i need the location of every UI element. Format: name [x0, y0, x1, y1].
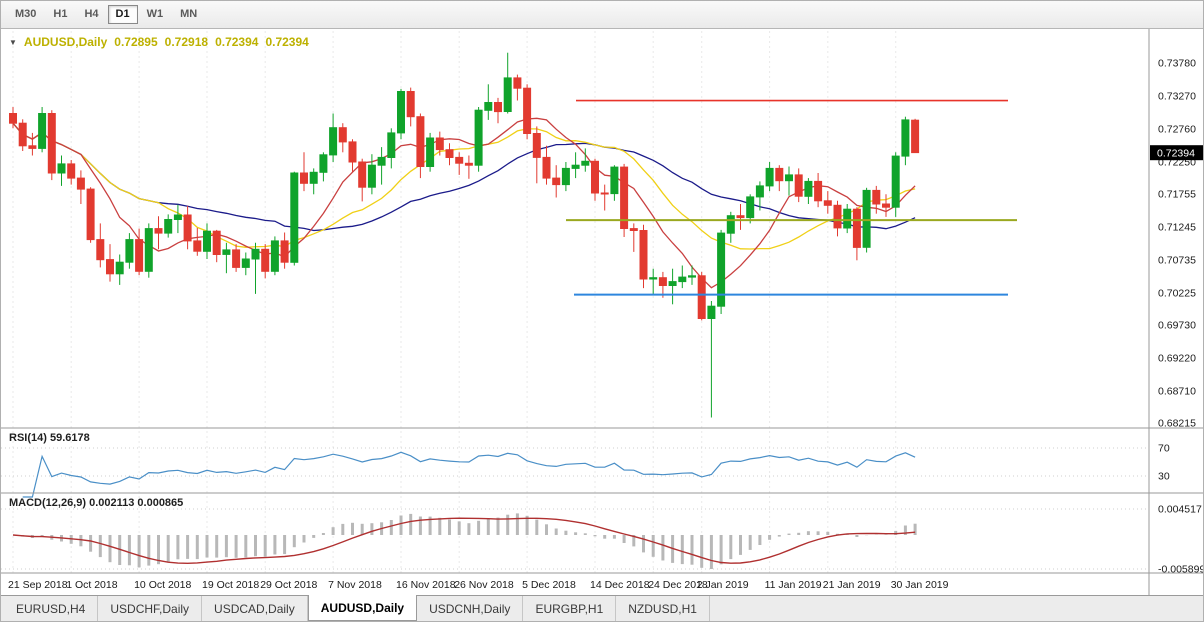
- price-label: 0.71245: [1158, 221, 1196, 233]
- ma-mid-yellow: [12, 122, 916, 250]
- macd-signal-line: [12, 517, 916, 565]
- horizontal-lines: [566, 99, 1017, 296]
- time-label: 10 Oct 2018: [134, 579, 191, 591]
- time-label: 5 Dec 2018: [522, 579, 576, 591]
- tab-usdcnh-daily[interactable]: USDCNH,Daily: [417, 596, 524, 621]
- time-label: 29 Oct 2018: [260, 579, 317, 591]
- macd-scale-label: -0.005899: [1158, 563, 1204, 575]
- price-label: 0.73780: [1158, 58, 1196, 70]
- price-label: 0.70735: [1158, 254, 1196, 266]
- tab-eurgbp-h1[interactable]: EURGBP,H1: [523, 596, 617, 621]
- time-label: 16 Nov 2018: [396, 579, 456, 591]
- moving-averages: [12, 117, 916, 289]
- price-label: 0.73270: [1158, 90, 1196, 102]
- rsi-level-label: 30: [1158, 471, 1170, 483]
- time-label: 19 Oct 2018: [202, 579, 259, 591]
- price-label: 0.68215: [1158, 417, 1196, 429]
- price-label: 0.72760: [1158, 123, 1196, 135]
- chart-tabs-bar: EURUSD,H4 USDCHF,Daily USDCAD,Daily AUDUSD,…: [1, 595, 1203, 621]
- price-label: 0.69220: [1158, 352, 1196, 364]
- timeframe-w1[interactable]: W1: [139, 5, 172, 24]
- rsi-line: [22, 451, 916, 498]
- time-label: 2 Jan 2019: [697, 579, 749, 591]
- timeframe-toolbar: M30 H1 H4 D1 W1 MN: [1, 1, 1203, 29]
- time-label: 24 Dec 2018: [648, 579, 708, 591]
- ma-fast-red: [12, 117, 916, 289]
- timeframe-d1[interactable]: D1: [107, 5, 138, 24]
- ma-slow-blue: [12, 122, 916, 232]
- tab-nzdusd-h1[interactable]: NZDUSD,H1: [616, 596, 710, 621]
- time-label: 30 Jan 2019: [891, 579, 949, 591]
- timeframe-h1[interactable]: H1: [45, 5, 75, 24]
- time-label: 7 Nov 2018: [328, 579, 382, 591]
- timeframe-m30[interactable]: M30: [7, 5, 44, 24]
- tab-audusd-daily[interactable]: AUDUSD,Daily: [307, 595, 418, 621]
- rsi-pane-label: RSI(14) 59.6178: [9, 432, 90, 444]
- current-price-tag: 0.72394: [1150, 145, 1203, 161]
- chart-area: 21 Sep 2018 1 Oct 2018 10 Oct 2018 19 Oct 2…: [1, 29, 1204, 597]
- price-label: 0.71755: [1158, 188, 1196, 200]
- macd-scale-label: 0.004517: [1158, 503, 1202, 515]
- macd-pane-label: MACD(12,26,9) 0.002113 0.000865: [9, 497, 183, 509]
- price-label: 0.69730: [1158, 319, 1196, 331]
- rsi-level-label: 70: [1158, 443, 1170, 455]
- time-label: 26 Nov 2018: [454, 579, 514, 591]
- candlestick-series: [9, 52, 920, 418]
- tab-eurusd-h4[interactable]: EURUSD,H4: [4, 596, 99, 621]
- timeframe-mn[interactable]: MN: [172, 5, 205, 24]
- tab-usdchf-daily[interactable]: USDCHF,Daily: [98, 596, 203, 621]
- indicator-levels: 70 30 0.004517 -0.005899: [1, 443, 1204, 575]
- timeframe-h4[interactable]: H4: [76, 5, 106, 24]
- time-label: 21 Sep 2018: [8, 579, 68, 591]
- time-label: 21 Jan 2019: [823, 579, 881, 591]
- time-label: 1 Oct 2018: [66, 579, 118, 591]
- price-label: 0.68710: [1158, 385, 1196, 397]
- time-label: 14 Dec 2018: [590, 579, 650, 591]
- svg-text:0.72394: 0.72394: [1157, 148, 1195, 160]
- tab-usdcad-daily[interactable]: USDCAD,Daily: [202, 596, 308, 621]
- time-label: 11 Jan 2019: [765, 579, 822, 591]
- price-axis: 0.737800.732700.727600.722500.717550.712…: [1158, 58, 1196, 430]
- chart-background: [1, 29, 1203, 597]
- price-label: 0.70225: [1158, 287, 1196, 299]
